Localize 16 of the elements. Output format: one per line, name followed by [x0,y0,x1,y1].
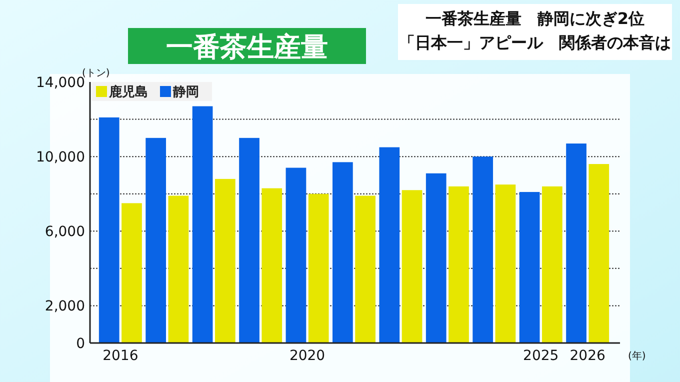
legend-label: 静岡 [172,85,199,100]
x-tick-label: 2026 [570,348,606,364]
x-axis-title: (年) [628,350,646,362]
y-axis-title: (トン) [82,68,110,79]
y-tick-label: 6,000 [44,224,85,240]
legend-label: 鹿児島 [108,84,148,100]
x-tick-label: 2020 [289,348,326,364]
y-tick-label: 10,000 [36,149,85,166]
x-tick-label: 2016 [102,348,138,364]
y-tick-label: 14,000 [36,74,85,91]
text: 「日本一」アピール 関係者の本音は [399,33,671,52]
y-tick-label: 0 [76,336,85,352]
x-tick-label: 2025 [523,348,559,364]
y-tick-label: 2,000 [44,298,85,315]
chart-title: 一番茶生産量 [166,32,328,63]
text: 一番茶生産量 静岡に次ぎ2位 [425,9,645,28]
